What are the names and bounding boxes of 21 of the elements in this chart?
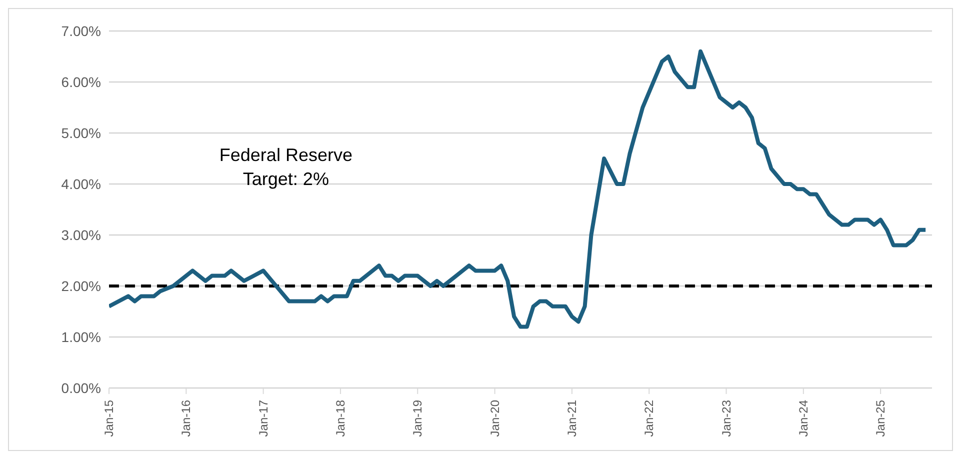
x-tick-label: Jan-25 <box>874 400 888 437</box>
x-tick-label: Jan-17 <box>256 400 270 437</box>
x-tick-label: Jan-20 <box>488 400 502 437</box>
y-tick-label: 1.00% <box>61 328 101 345</box>
x-tick-label: Jan-16 <box>179 400 194 437</box>
line-series <box>109 49 928 329</box>
ref-line-label: Federal Reserve Target: 2% <box>219 145 352 189</box>
x-tick-label: Jan-21 <box>564 400 579 437</box>
y-tick-label: 2.00% <box>61 278 101 294</box>
y-tick-label: 6.00% <box>61 74 101 90</box>
x-tick-label: Jan-19 <box>410 400 425 437</box>
y-tick-label: 3.00% <box>61 226 101 243</box>
x-tick-label: Jan-18 <box>333 400 348 437</box>
x-tick-label: Jan-24 <box>796 400 810 437</box>
y-tick-label: 7.00% <box>61 22 101 39</box>
y-tick-label: 4.00% <box>61 176 101 192</box>
y-tick-label: 5.00% <box>61 124 101 141</box>
x-tick-label: Jan-15 <box>102 400 116 437</box>
x-tick-label: Jan-23 <box>719 400 734 437</box>
x-tick-label: Jan-22 <box>642 400 656 437</box>
y-tick-label: 0.00% <box>61 380 101 396</box>
